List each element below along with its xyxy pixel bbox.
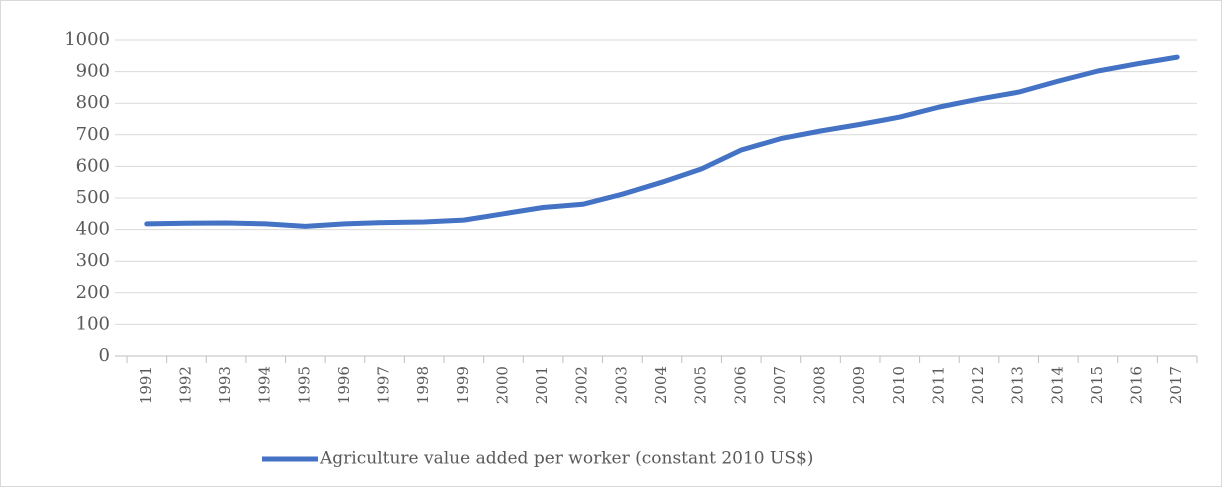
plot: [144, 54, 1180, 229]
x-tick-label: 1998: [414, 366, 432, 404]
x-tick-label: 2017: [1167, 366, 1185, 404]
x-tick-label: 1991: [137, 366, 155, 404]
x-tick-label: 1999: [454, 366, 472, 404]
legend: Agriculture value added per worker (cons…: [262, 449, 813, 469]
x-tick-label: 2002: [573, 366, 591, 404]
x-tick-label: 1992: [176, 366, 194, 404]
x-tick-label: 2005: [692, 366, 710, 404]
x-tick-label: 2013: [1009, 366, 1027, 404]
x-tick-label: 1997: [375, 366, 393, 404]
y-tick-label: 400: [76, 219, 110, 240]
y-tick-label: 700: [76, 124, 110, 145]
x-tick-label: 2008: [811, 366, 829, 404]
x-tick-label: 1996: [335, 366, 353, 404]
x-tick-label: 1995: [295, 366, 313, 404]
x-tick-label: 2006: [731, 366, 749, 404]
x-tick-label: 2007: [771, 366, 789, 404]
legend-label: Agriculture value added per worker (cons…: [319, 449, 813, 469]
x-tick-label: 2012: [969, 366, 987, 404]
y-tick-label: 1000: [64, 29, 110, 50]
x-tick-label: 1993: [216, 366, 234, 404]
x-tick-label: 2011: [929, 366, 947, 404]
grid: 0 100 200 300 400 500 600 700 800 900 1000 1991 1992…: [64, 29, 1198, 404]
y-tick-label: 300: [76, 250, 110, 271]
x-tick-label: 2010: [890, 366, 908, 404]
x-tick-label: 2003: [612, 366, 630, 404]
x-tick-label: 2009: [850, 366, 868, 404]
y-tick-label: 900: [76, 61, 110, 82]
y-tick-label: 600: [76, 155, 110, 176]
x-tick-label: 2000: [493, 366, 511, 404]
x-tick-label: 2014: [1048, 366, 1066, 404]
x-tick-label: 2001: [533, 366, 551, 404]
x-tick-label: 2016: [1128, 366, 1146, 404]
x-tick-label: 2015: [1088, 366, 1106, 404]
data-line: [144, 54, 1180, 229]
y-tick-label: 800: [76, 92, 110, 113]
y-tick-label: 500: [76, 187, 110, 208]
y-tick-label: 100: [76, 313, 110, 334]
y-tick-label: 200: [76, 282, 110, 303]
y-tick-label: 0: [99, 345, 110, 366]
x-tick-label: 2004: [652, 366, 670, 404]
x-tick-label: 1994: [256, 366, 274, 404]
